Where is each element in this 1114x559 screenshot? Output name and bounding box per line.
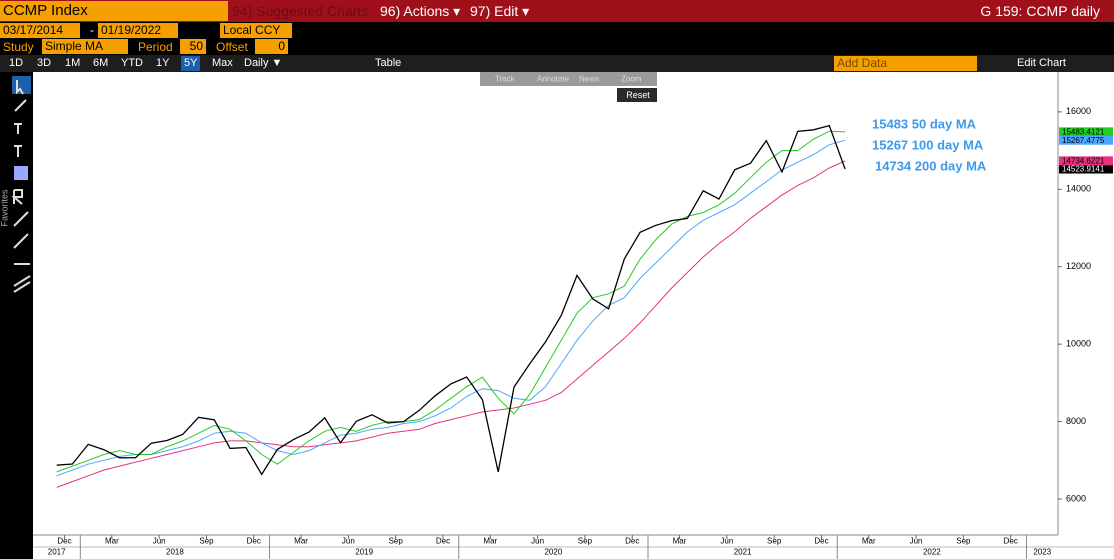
icon [11,189,23,205]
last-value-box [1059,135,1113,145]
series-line [56,139,846,477]
range-button[interactable]: 3D [37,57,52,69]
currency[interactable]: Local CCY [220,23,292,38]
x-tick-label: Mar [294,537,308,546]
x-tick-label: Jun [153,537,166,546]
x-tick-label: Dec [1004,537,1018,546]
frequency[interactable]: Daily ▼ [244,57,283,69]
x-tick-label: Mar [673,537,687,546]
pointer-icon [16,80,24,95]
year-label: 2021 [734,548,752,557]
year-label: 2017 [48,548,66,557]
x-tick-label: Jun [910,537,923,546]
x-tick-label: Sep [956,537,971,546]
chart-tool[interactable]: Track [495,75,516,84]
year-label: 2020 [544,548,562,557]
year-label: 2022 [923,548,941,557]
last-value-label: 14734.6221 [1062,156,1105,165]
range-button[interactable]: 1Y [156,57,170,69]
x-tick-label: Jun [531,537,544,546]
last-value-label: 14523.9141 [1062,165,1105,174]
reset-button-bg [617,88,657,102]
x-tick-label: Dec [57,537,71,546]
x-tick-label: Sep [199,537,214,546]
study[interactable]: Simple MA [42,39,128,54]
sidebar [0,72,33,559]
pen-icon [14,99,27,112]
icon [14,145,22,157]
ticker-input[interactable]: CCMP Index [0,1,228,21]
x-tick-label: Dec [814,537,828,546]
range-button[interactable]: 1D [9,57,24,69]
icon [13,275,31,293]
range-button[interactable]: Max [212,57,233,69]
x-tick-label: Mar [105,537,119,546]
series-line [56,160,846,488]
chart-tools-bar [480,72,657,86]
x-tick-label: Jun [720,537,733,546]
range-button[interactable]: YTD [121,57,143,69]
study-label: Study [3,40,34,54]
table-button[interactable]: Table [375,57,402,69]
y-tick-label: 12000 [1066,261,1091,271]
plot-area [33,72,1058,535]
icon [14,166,28,180]
window-title: G 159: CCMP daily [980,3,1100,19]
menu-item[interactable]: 97) Edit ▾ [470,3,530,19]
x-tick-label: Dec [436,537,450,546]
y-tick-label: 10000 [1066,339,1091,349]
x-tick-label: Dec [625,537,639,546]
start-date[interactable]: 03/17/2014 [0,23,80,38]
x-tick-label: Dec [247,537,261,546]
year-label: 2023 [1033,548,1051,557]
year-label: 2018 [166,548,184,557]
y-tick-label: 6000 [1066,493,1086,503]
chart-tool[interactable]: News [579,75,599,84]
x-tick-label: Sep [578,537,593,546]
icon [14,123,22,134]
menu-item[interactable]: 94) Suggested Charts [232,3,369,19]
y-tick-label: 8000 [1066,416,1086,426]
range-button[interactable]: 6M [93,57,109,69]
x-tick-label: Mar [483,537,497,546]
last-value-box [1059,164,1113,174]
x-tick-label: Sep [389,537,404,546]
end-date[interactable]: 01/19/2022 [98,23,178,38]
series-line [56,124,846,476]
last-value-box [1059,156,1113,166]
reset-button[interactable]: Reset [626,90,650,100]
x-tick-label: Sep [767,537,782,546]
y-tick-label: 16000 [1066,106,1091,116]
icon [13,233,29,249]
offset-label: Offset [216,40,248,54]
y-axis-area [1058,72,1114,535]
x-tick-label: Mar [862,537,876,546]
last-value-box [1059,127,1113,137]
last-value-label: 15267.4775 [1062,136,1105,145]
chart-tool[interactable]: Annotate [537,75,570,84]
range-button[interactable]: 5Y [181,56,201,71]
series-line [56,130,846,473]
header-bar [0,0,1114,22]
add-data[interactable]: Add Data [834,56,977,71]
period[interactable]: 50 [180,39,206,54]
annotation: 15483 50 day MA [872,116,977,131]
sidebar-icons [11,76,31,293]
x-tick-label: Jun [342,537,355,546]
annotation: 15267 100 day MA [872,137,984,152]
y-tick-label: 14000 [1066,184,1091,194]
date-separator: - [90,23,94,37]
period-label: Period [138,40,173,54]
last-value-label: 15483.4121 [1062,127,1105,136]
icon [13,211,29,227]
menu-item[interactable]: 96) Actions ▾ [380,3,461,19]
edit-chart[interactable]: Edit Chart [1017,57,1066,69]
annotation: 14734 200 day MA [875,158,987,173]
chart-tool[interactable]: Zoom [621,75,642,84]
offset[interactable]: 0 [255,39,288,54]
range-button[interactable]: 1M [65,57,81,69]
year-label: 2019 [355,548,373,557]
